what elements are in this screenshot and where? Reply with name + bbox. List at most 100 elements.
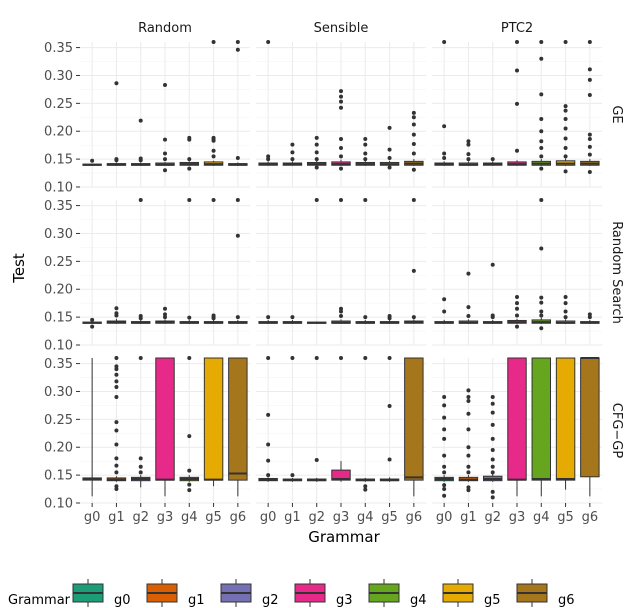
box-g3 xyxy=(507,295,527,329)
outlier-point xyxy=(515,68,519,73)
outlier-point xyxy=(114,442,119,447)
y-tick-label: 0.25 xyxy=(44,255,73,270)
box-g4 xyxy=(355,356,376,492)
y-axis-ticks: 0.10 0.15 0.20 0.25 0.30 0.35 0.10 0.15 0.20 0.25… xyxy=(44,41,80,512)
box-g1 xyxy=(458,271,479,324)
outlier-point xyxy=(339,94,343,99)
box-g5 xyxy=(555,295,576,324)
outlier-point xyxy=(442,470,447,475)
outlier-point xyxy=(539,40,544,44)
outlier-point xyxy=(339,198,343,202)
outlier-point xyxy=(163,137,167,142)
y-tick-label: 0.15 xyxy=(44,311,73,326)
x-tick-label: g0 xyxy=(84,510,101,525)
outlier-point xyxy=(587,77,592,82)
box-g4 xyxy=(179,198,200,324)
box-g0 xyxy=(82,358,102,497)
box-g0 xyxy=(82,158,102,166)
outlier-point xyxy=(266,154,271,159)
outlier-point xyxy=(411,268,416,273)
outlier-point xyxy=(235,315,240,320)
outlier-point xyxy=(314,150,319,155)
outlier-point xyxy=(539,116,544,121)
outlier-point xyxy=(90,324,95,329)
outlier-point xyxy=(466,464,471,469)
outlier-point xyxy=(114,484,119,489)
outlier-point xyxy=(466,411,471,416)
box-g0 xyxy=(434,297,454,324)
outlier-point xyxy=(387,356,392,360)
outlier-point xyxy=(211,154,216,159)
y-tick-label: 0.25 xyxy=(44,413,73,428)
box-body-g5 xyxy=(555,357,576,481)
outlier-point xyxy=(442,151,447,156)
outlier-point xyxy=(339,306,343,311)
legend-label-g1: g1 xyxy=(188,593,205,608)
outlier-point xyxy=(466,470,471,475)
outlier-point xyxy=(163,82,167,87)
box-body-g6 xyxy=(580,357,600,478)
outlier-point xyxy=(539,129,544,134)
x-tick-label: g0 xyxy=(260,510,277,525)
box-g0 xyxy=(258,356,278,482)
outlier-point xyxy=(387,457,392,462)
outlier-point xyxy=(442,464,447,469)
outlier-point xyxy=(466,314,471,318)
x-tick-label: g6 xyxy=(230,510,247,525)
box-g2 xyxy=(306,135,327,170)
outlier-point xyxy=(163,157,167,162)
outlier-point xyxy=(211,148,216,153)
outlier-point xyxy=(114,379,119,384)
y-tick-label: 0.20 xyxy=(44,283,73,298)
outlier-point xyxy=(490,313,495,318)
box-g0 xyxy=(434,395,454,498)
outlier-point xyxy=(363,487,368,492)
outlier-point xyxy=(539,309,544,314)
outlier-point xyxy=(466,271,471,276)
outlier-point xyxy=(339,154,343,159)
outlier-point xyxy=(539,295,544,300)
outlier-point xyxy=(235,156,240,160)
outlier-point xyxy=(138,470,143,475)
legend-label-g4: g4 xyxy=(410,593,427,608)
box-g3 xyxy=(507,40,527,166)
outlier-point xyxy=(442,156,447,160)
outlier-point xyxy=(114,364,119,369)
outlier-point xyxy=(587,92,592,97)
outlier-point xyxy=(187,198,192,202)
legend-label-g5: g5 xyxy=(484,593,501,608)
x-tick-label: g5 xyxy=(205,510,222,525)
box-g4 xyxy=(179,135,200,171)
outlier-point xyxy=(235,47,240,52)
outlier-point xyxy=(466,488,471,493)
legend-item-g6: g6 xyxy=(516,579,575,608)
outlier-point xyxy=(187,488,192,493)
outlier-point xyxy=(114,306,119,311)
outlier-point xyxy=(163,306,167,311)
outlier-point xyxy=(587,137,592,142)
outlier-point xyxy=(211,313,216,318)
outlier-point xyxy=(466,395,471,400)
legend: Grammar g0 g1 g2 g3 g4 g5 g6 xyxy=(8,579,575,608)
legend-item-g1: g1 xyxy=(146,579,205,608)
outlier-point xyxy=(490,157,495,162)
outlier-point xyxy=(442,297,447,302)
outlier-point xyxy=(363,484,368,489)
box-g0 xyxy=(434,40,454,166)
box-g2 xyxy=(482,395,503,500)
outlier-point xyxy=(442,124,447,129)
strip-label-random-search: Random Search xyxy=(609,221,624,324)
x-tick-label: g2 xyxy=(132,510,149,525)
outlier-point xyxy=(563,315,568,320)
box-g6 xyxy=(228,357,248,497)
outlier-point xyxy=(114,470,119,475)
outlier-point xyxy=(114,356,119,360)
x-tick-label: g4 xyxy=(357,510,374,525)
legend-label-g3: g3 xyxy=(336,593,353,608)
legend-label-g0: g0 xyxy=(114,593,131,608)
outlier-point xyxy=(266,442,271,447)
box-g6 xyxy=(580,40,600,174)
outlier-point xyxy=(339,89,343,94)
outlier-point xyxy=(442,487,447,492)
outlier-point xyxy=(539,313,544,318)
